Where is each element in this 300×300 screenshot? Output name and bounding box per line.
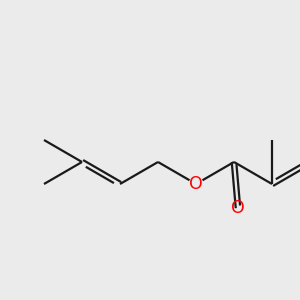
Text: O: O — [189, 175, 203, 193]
Text: O: O — [231, 199, 245, 217]
